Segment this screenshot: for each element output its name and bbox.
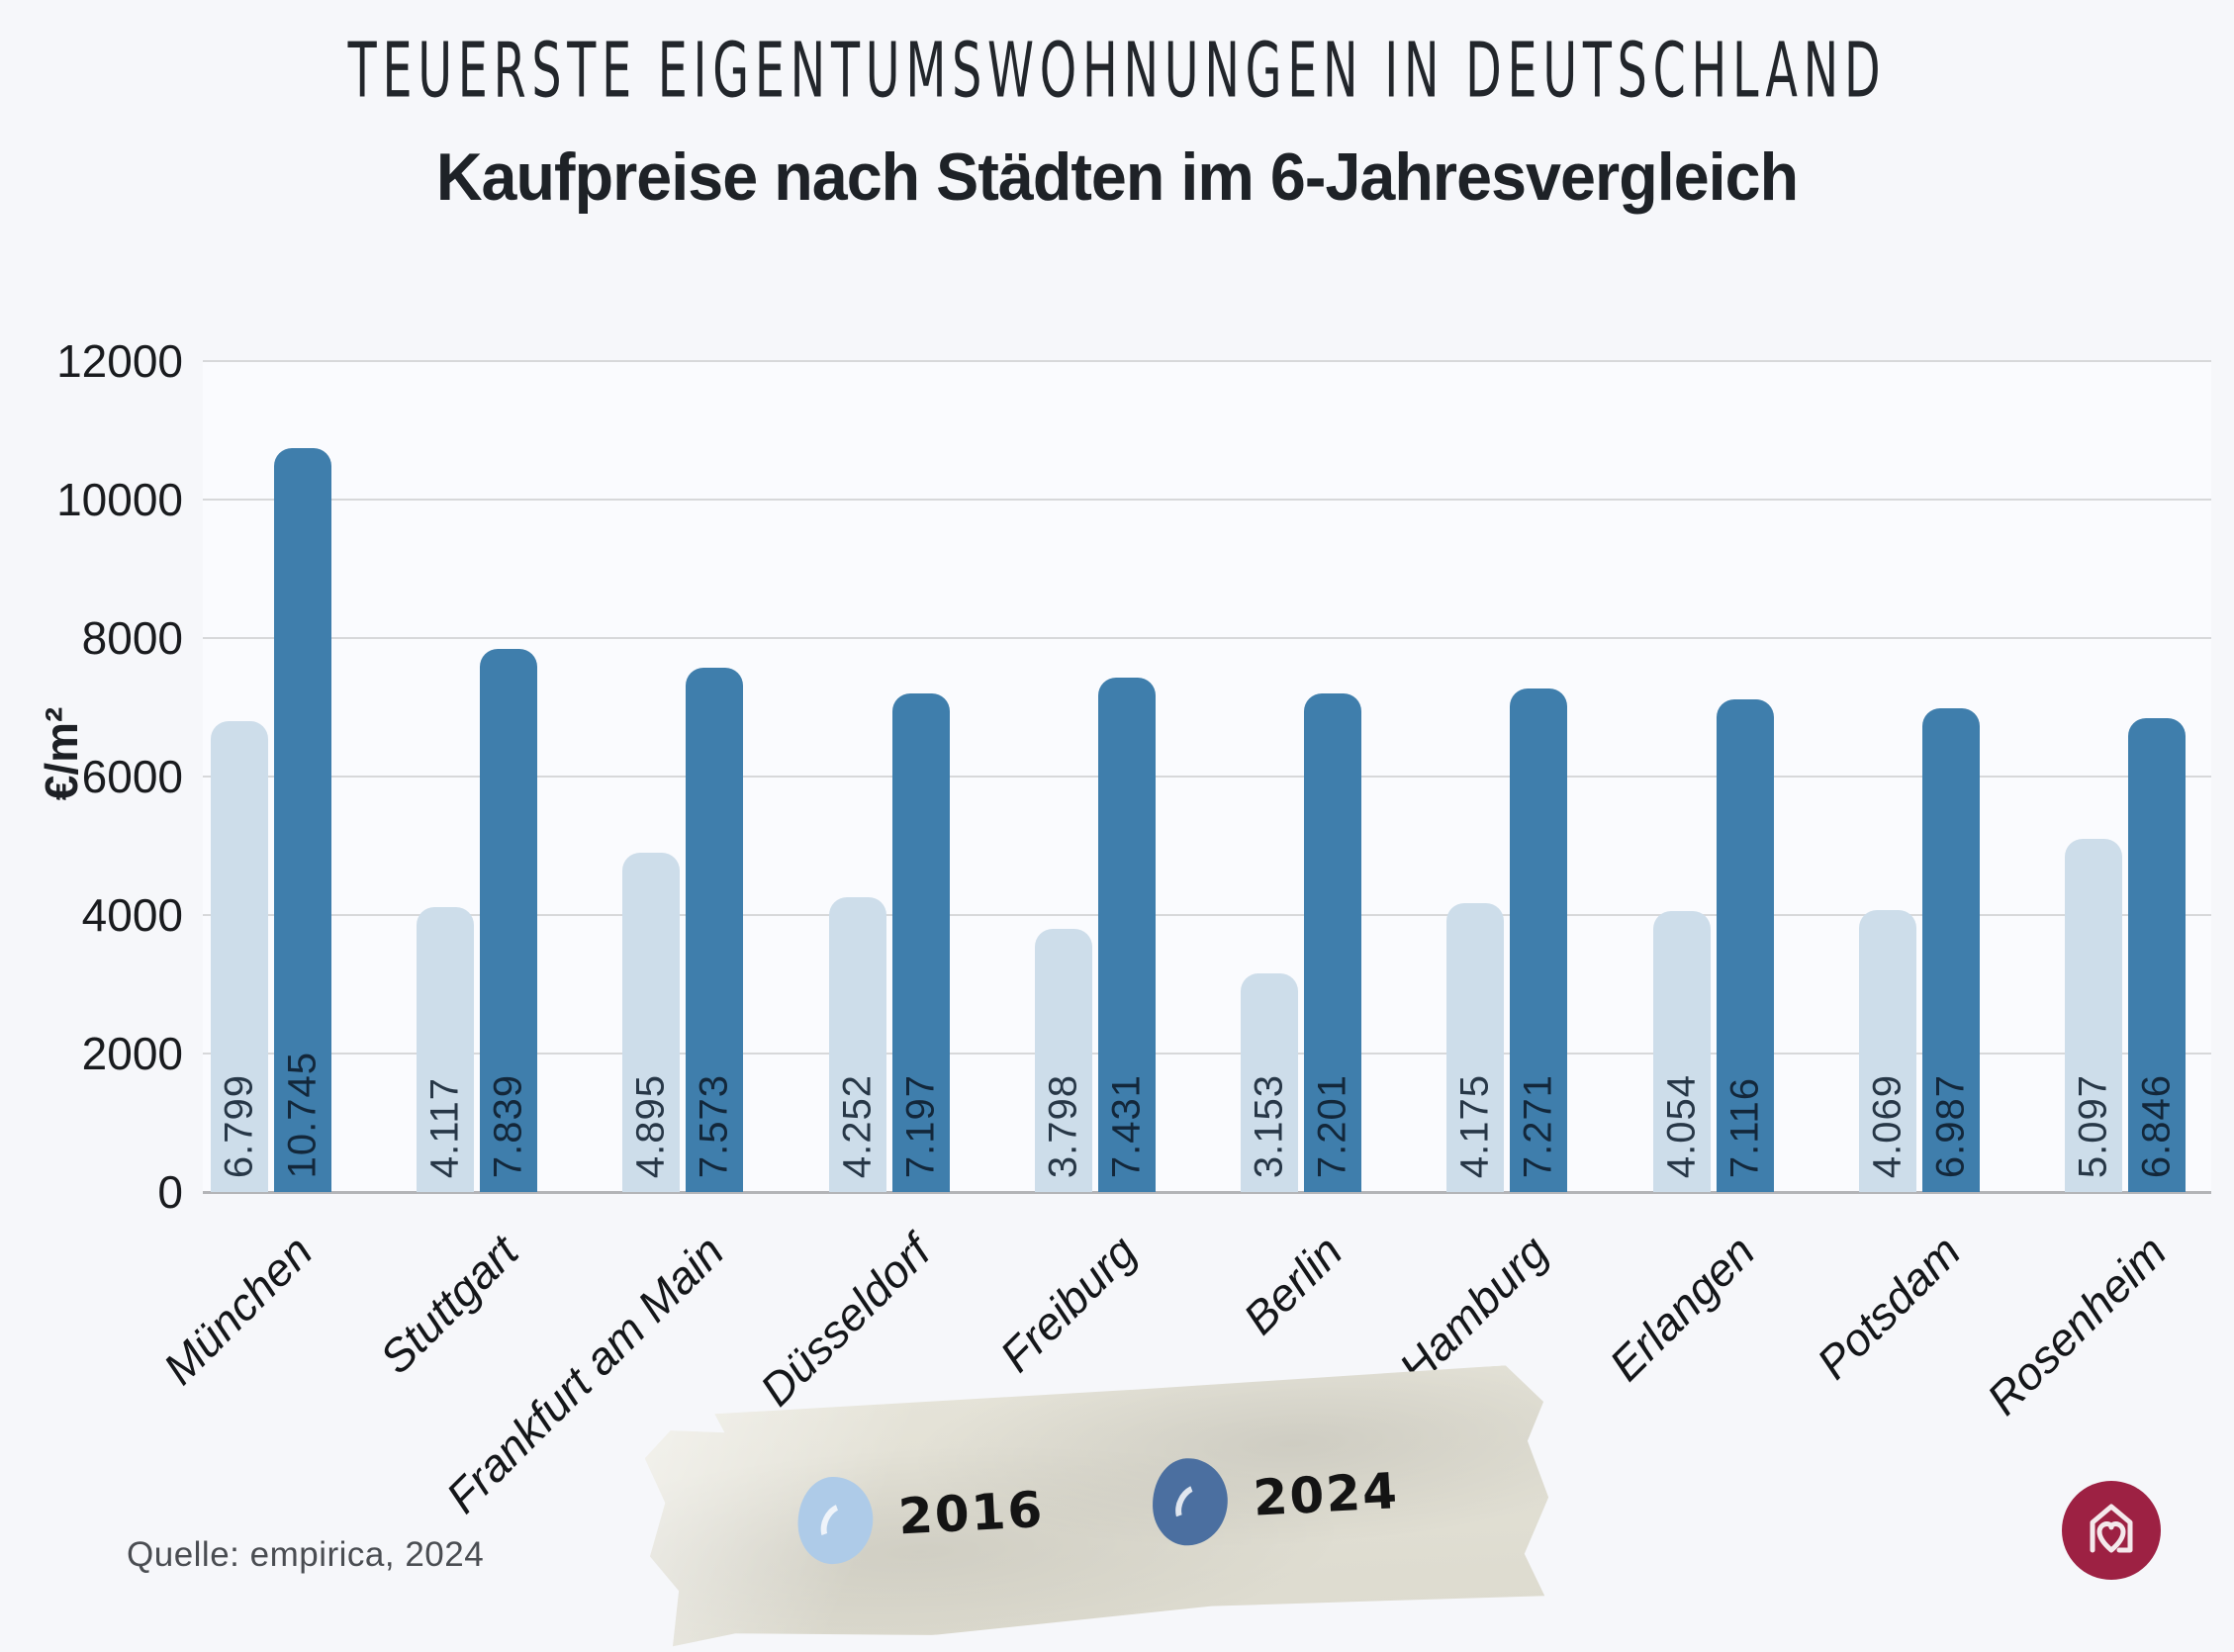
x-axis-label: Freiburg [989, 1225, 1147, 1382]
y-tick-label: 10000 [56, 474, 183, 525]
brand-logo-house-heart-icon [2062, 1481, 2161, 1580]
bar-2016: 6.799 [211, 721, 268, 1192]
y-tick-label: 0 [157, 1166, 183, 1218]
bar-group: 6.799 10.745 [211, 447, 331, 1192]
bar-value-label: 6.987 [1928, 1073, 1973, 1178]
bar-group: 3.153 7.201 [1241, 692, 1362, 1192]
bar-value-label: 5.097 [2071, 1073, 2115, 1178]
legend-label-2024: 2024 [1252, 1462, 1401, 1527]
bar-value-label: 4.117 [422, 1076, 467, 1178]
bar-groups: 6.799 10.745 4.117 7.839 4.895 7.573 4.252 7.19… [203, 361, 2211, 1192]
bar-2024: 7.431 [1097, 677, 1156, 1192]
legend-dot-2024-icon [1151, 1456, 1231, 1547]
bar-2024: 7.116 [1716, 698, 1774, 1192]
bar-2024: 7.197 [891, 693, 950, 1192]
bar-value-label: 7.431 [1104, 1073, 1149, 1178]
bar-2016: 3.153 [1241, 973, 1299, 1192]
y-tick-label: 12000 [56, 335, 183, 387]
bar-2024: 10.745 [274, 447, 331, 1192]
bar-chart-plot-area: 6.799 10.745 4.117 7.839 4.895 7.573 4.252 7.19… [203, 360, 2211, 1194]
bar-group: 5.097 6.846 [2064, 717, 2186, 1192]
y-tick-label: 6000 [81, 751, 183, 802]
gridline [203, 499, 2211, 501]
bar-group: 4.175 7.271 [1446, 688, 1568, 1192]
bar-group: 4.252 7.197 [828, 693, 950, 1192]
bar-2016: 4.252 [828, 897, 886, 1192]
bar-value-label: 6.799 [217, 1073, 261, 1178]
y-tick-label: 4000 [81, 889, 183, 941]
bar-value-label: 3.153 [1247, 1073, 1291, 1178]
bar-value-label: 7.197 [898, 1073, 943, 1178]
bar-value-label: 7.116 [1722, 1076, 1767, 1178]
bar-group: 4.054 7.116 [1652, 698, 1774, 1192]
bar-value-label: 4.895 [628, 1073, 673, 1178]
bar-value-label: 4.175 [1452, 1073, 1497, 1178]
bar-2016: 4.054 [1652, 911, 1711, 1192]
bar-value-label: 4.069 [1865, 1073, 1909, 1178]
bar-2024: 7.573 [686, 667, 744, 1192]
x-axis-label: Düsseldorf [750, 1225, 941, 1416]
bar-2024: 7.839 [480, 649, 538, 1192]
page-title: Kaufpreise nach Städten im 6-Jahresvergl… [435, 139, 1799, 215]
x-axis-label: Erlangen [1599, 1225, 1765, 1391]
x-axis-label: Berlin [1233, 1225, 1352, 1344]
bar-2024: 7.271 [1510, 688, 1568, 1192]
x-axis-label: Potsdam [1807, 1225, 1971, 1389]
bar-group: 4.069 6.987 [1858, 707, 1980, 1192]
source-note: Quelle: empirica, 2024 [127, 1535, 485, 1574]
y-tick-label: 2000 [81, 1028, 183, 1079]
bar-2024: 7.201 [1304, 692, 1362, 1192]
x-axis-label: München [152, 1225, 323, 1395]
y-tick-label: 8000 [81, 612, 183, 664]
bar-2016: 4.895 [622, 853, 681, 1192]
bar-2016: 4.117 [417, 906, 475, 1192]
legend-item-2024: 2024 [1151, 1447, 1401, 1547]
bar-2016: 3.798 [1034, 929, 1092, 1192]
bar-value-label: 7.839 [486, 1073, 530, 1178]
bar-2016: 4.069 [1858, 910, 1916, 1192]
bar-value-label: 7.573 [692, 1073, 736, 1178]
bar-value-label: 10.745 [280, 1051, 325, 1178]
bar-group: 4.895 7.573 [622, 667, 744, 1192]
gridline [203, 914, 2211, 916]
x-axis-line [203, 1191, 2211, 1194]
gridline [203, 360, 2211, 362]
bar-2024: 6.987 [1921, 707, 1980, 1192]
brush-swirl-icon [813, 1497, 865, 1553]
legend-item-2016: 2016 [795, 1466, 1046, 1566]
bar-value-label: 4.054 [1659, 1073, 1704, 1178]
x-axis-label: Stuttgart [369, 1225, 528, 1384]
bar-value-label: 7.201 [1310, 1073, 1354, 1178]
bar-value-label: 6.846 [2134, 1073, 2179, 1178]
gridline [203, 1053, 2211, 1055]
gridline [203, 637, 2211, 639]
bar-2016: 4.175 [1446, 902, 1505, 1192]
bar-value-label: 7.271 [1516, 1073, 1560, 1178]
bar-group: 4.117 7.839 [417, 649, 538, 1192]
legend-label-2016: 2016 [896, 1480, 1046, 1546]
kicker-title: TEUERSTE EIGENTUMSWOHNUNGEN IN DEUTSCHLA… [347, 26, 1887, 115]
bar-group: 3.798 7.431 [1034, 677, 1156, 1192]
bar-value-label: 4.252 [835, 1073, 880, 1178]
legend-dot-2016-icon [795, 1475, 876, 1566]
gridline [203, 776, 2211, 778]
bar-2024: 6.846 [2127, 717, 2186, 1192]
bar-2016: 5.097 [2064, 839, 2122, 1192]
bar-value-label: 3.798 [1041, 1073, 1085, 1178]
x-axis-label: Rosenheim [1977, 1225, 2177, 1425]
brush-swirl-icon [1168, 1478, 1220, 1534]
